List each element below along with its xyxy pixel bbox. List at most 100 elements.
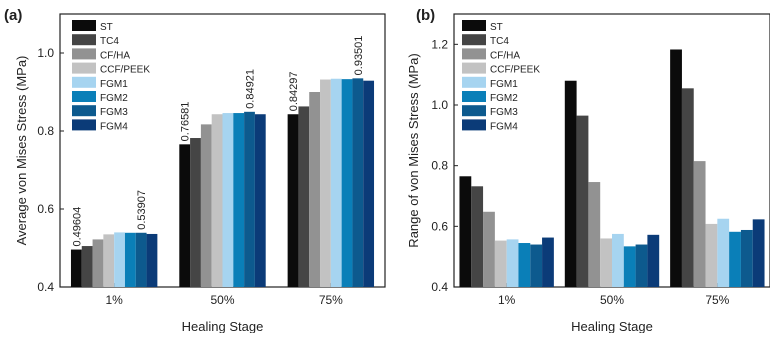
bar-fgm3-3 <box>740 229 753 287</box>
legend-label: CCF/PEEK <box>490 65 540 76</box>
bar-tc4-2 <box>576 115 589 287</box>
bar-fgm2-3 <box>341 79 353 287</box>
x-tick-label: 75% <box>319 293 343 307</box>
data-label: 0.84297 <box>288 71 300 111</box>
bar-fgm1-1 <box>114 232 125 287</box>
bar-cf-ha-1 <box>483 211 495 287</box>
y-tick-label: 0.8 <box>431 159 448 173</box>
bar-ccf-peek-1 <box>494 240 507 287</box>
legend-label: FGM4 <box>490 121 518 132</box>
data-label: 0.93501 <box>353 36 365 76</box>
bar-st-1 <box>459 176 472 287</box>
y-axis-title: Range of von Mises Stress (MPa) <box>406 53 421 247</box>
x-axis-title: Healing Stage <box>571 319 653 333</box>
legend-label: FGM1 <box>490 79 518 90</box>
bar-st-2 <box>179 144 191 287</box>
y-tick-label: 0.4 <box>431 280 448 294</box>
y-tick-label: 1.0 <box>431 98 448 112</box>
bar-fgm3-3 <box>352 78 364 287</box>
bar-fgm1-3 <box>717 218 730 287</box>
panel-label: (b) <box>416 7 435 24</box>
bar-cf-ha-3 <box>309 92 321 287</box>
legend: ST TC4 CF/HA CCF/PEEK FGM1 FGM2 FGM3 FGM4 <box>72 20 150 132</box>
legend-label: TC4 <box>490 36 509 47</box>
bar-fgm4-1 <box>146 233 158 287</box>
legend-swatch <box>462 62 486 74</box>
bar-ccf-peek-3 <box>320 79 331 288</box>
legend-label: FGM1 <box>100 79 128 90</box>
bar-cf-ha-2 <box>200 124 212 288</box>
legend-swatch <box>462 76 486 88</box>
bar-fgm1-2 <box>222 113 234 287</box>
legend-label: TC4 <box>100 36 119 47</box>
bar-fgm3-1 <box>135 232 147 287</box>
bar-cf-ha-3 <box>693 161 706 287</box>
bar-tc4-1 <box>471 186 484 287</box>
bar-cf-ha-2 <box>588 182 601 287</box>
bar-fgm4-2 <box>647 234 660 287</box>
bar-ccf-peek-1 <box>103 234 115 287</box>
bar-fgm3-1 <box>530 244 543 287</box>
x-tick-label: 1% <box>105 293 123 307</box>
legend-swatch <box>72 76 96 88</box>
bar-st-3 <box>287 114 299 287</box>
bar-ccf-peek-3 <box>705 223 718 287</box>
y-tick-label: 0.6 <box>431 219 448 233</box>
chart-panel-a: 0.4 0.6 0.8 1.0 1% 50% 75% 0.49604 0.53907 0.7658… <box>4 7 386 334</box>
bar-fgm3-2 <box>244 111 255 287</box>
y-tick-label: 0.6 <box>37 202 54 216</box>
panel-label: (a) <box>4 7 22 24</box>
legend-swatch <box>462 34 486 46</box>
legend-swatch <box>72 48 96 60</box>
legend-swatch <box>462 119 486 131</box>
x-tick-label: 1% <box>498 293 516 307</box>
legend-label: FGM4 <box>100 121 128 132</box>
legend-label: FGM3 <box>100 107 128 118</box>
bar-tc4-1 <box>81 246 93 287</box>
legend-label: FGM2 <box>490 93 518 104</box>
legend-swatch <box>72 20 96 31</box>
bar-fgm4-3 <box>752 219 765 287</box>
legend-swatch <box>462 48 486 60</box>
bar-cf-ha-1 <box>92 239 104 287</box>
bar-fgm3-2 <box>635 244 648 287</box>
bar-st-1 <box>70 249 82 287</box>
bar-ccf-peek-2 <box>600 238 612 287</box>
legend-label: ST <box>490 22 503 33</box>
bar-tc4-3 <box>681 88 694 287</box>
x-axis-title: Healing Stage <box>182 319 264 333</box>
legend-swatch <box>462 91 486 102</box>
bar-fgm1-1 <box>506 239 519 287</box>
x-tick-label: 75% <box>705 293 729 307</box>
legend-label: ST <box>100 22 113 33</box>
legend-label: CF/HA <box>490 50 520 61</box>
y-axis-title: Average von Mises Stress (MPa) <box>14 56 29 246</box>
bar-fgm1-2 <box>612 233 624 287</box>
y-tick-label: 0.4 <box>37 280 54 294</box>
chart-panel-b: 0.4 0.6 0.8 1.0 1.2 1% 50% 75% Healing Stage Rang… <box>406 7 770 334</box>
bar-st-2 <box>564 80 577 287</box>
legend-swatch <box>462 20 486 31</box>
bar-fgm2-1 <box>518 243 531 287</box>
data-label: 0.84921 <box>245 69 257 109</box>
bar-fgm2-1 <box>124 232 136 287</box>
bar-fgm2-3 <box>729 231 741 287</box>
bar-fgm4-3 <box>363 80 375 287</box>
data-label: 0.49604 <box>71 207 83 247</box>
legend-label: FGM2 <box>100 93 128 104</box>
legend-swatch <box>72 119 96 131</box>
bar-tc4-2 <box>190 138 201 287</box>
y-tick-label: 1.0 <box>37 46 54 60</box>
legend: ST TC4 CF/HA CCF/PEEK FGM1 FGM2 FGM3 FGM4 <box>462 20 540 132</box>
bar-fgm4-1 <box>542 237 554 287</box>
bar-fgm1-3 <box>330 78 342 288</box>
legend-swatch <box>72 34 96 46</box>
bar-ccf-peek-2 <box>211 114 223 287</box>
x-tick-label: 50% <box>210 293 234 307</box>
x-tick-label: 50% <box>600 293 624 307</box>
bar-st-3 <box>670 49 682 287</box>
legend-swatch <box>72 62 96 74</box>
data-label: 0.53907 <box>136 190 148 230</box>
y-tick-label: 1.2 <box>431 37 448 51</box>
